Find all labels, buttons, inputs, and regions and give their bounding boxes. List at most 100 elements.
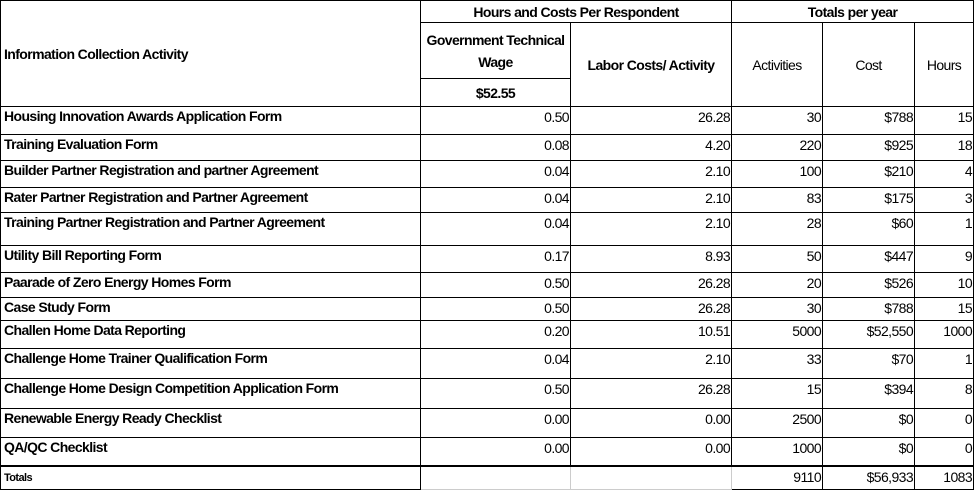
hours-cell: 15	[914, 297, 974, 321]
hours-cell: 1	[914, 348, 974, 379]
activities-cell: 1000	[731, 437, 824, 466]
labor-cost-cell: 2.10	[569, 187, 733, 213]
wage-cell: 0.04	[420, 160, 571, 188]
labor-cost-cell: 8.93	[569, 245, 733, 273]
table-row: QA/QC Checklist 0.00 0.00 1000 $0 0	[0, 437, 974, 466]
activity-cell: Utility Bill Reporting Form	[0, 245, 421, 273]
cost-cell: $70	[822, 348, 916, 379]
header-group-per-respondent: Hours and Costs Per Respondent	[419, 0, 733, 23]
activity-cell: Case Study Form	[0, 297, 421, 321]
activity-cell: Paarade of Zero Energy Homes Form	[0, 272, 421, 298]
wage-cell: 0.50	[420, 378, 571, 409]
labor-cost-cell: 26.28	[569, 297, 733, 321]
table-row: Housing Innovation Awards Application Fo…	[0, 106, 974, 135]
cost-cell: $0	[822, 437, 916, 466]
wage-cell: 0.50	[420, 106, 571, 135]
labor-cost-cell: 2.10	[569, 348, 733, 379]
wage-cell: 0.04	[420, 212, 571, 246]
cost-cell: $210	[822, 160, 916, 188]
header-hours: Hours	[914, 22, 974, 107]
wage-cell: 0.04	[420, 348, 571, 379]
hours-cell: 18	[914, 134, 974, 161]
hours-cell: 9	[914, 245, 974, 273]
labor-cost-cell: 2.10	[569, 160, 733, 188]
hours-cell: 1	[914, 212, 974, 246]
wage-cell: 0.17	[420, 245, 571, 273]
labor-cost-cell: 0.00	[569, 437, 733, 466]
activity-cell: Challenge Home Trainer Qualification For…	[0, 348, 421, 379]
labor-cost-cell: 2.10	[569, 212, 733, 246]
activity-cell: QA/QC Checklist	[0, 437, 421, 466]
activities-cell: 220	[731, 134, 824, 161]
totals-label: Totals	[0, 464, 421, 490]
cost-cell: $447	[822, 245, 916, 273]
totals-cost: $56,933	[822, 464, 916, 490]
activities-cell: 50	[731, 245, 824, 273]
totals-row: Totals 9110 $56,933 1083	[0, 464, 974, 490]
table-row: Training Partner Registration and Partne…	[0, 212, 974, 246]
activities-cell: 30	[731, 106, 824, 135]
activities-cell: 28	[731, 212, 824, 246]
activities-cell: 2500	[731, 408, 824, 438]
table-row: Case Study Form 0.50 26.28 30 $788 15	[0, 297, 974, 321]
cost-cell: $788	[822, 106, 916, 135]
hours-cell: 15	[914, 106, 974, 135]
activities-cell: 83	[731, 187, 824, 213]
activities-cell: 33	[731, 348, 824, 379]
wage-cell: 0.20	[420, 320, 571, 349]
hours-cell: 8	[914, 378, 974, 409]
totals-wage	[420, 464, 571, 490]
activity-cell: Rater Partner Registration and Partner A…	[0, 187, 421, 213]
cost-cell: $175	[822, 187, 916, 213]
table-row: Challen Home Data Reporting 0.20 10.51 5000…	[0, 320, 974, 349]
labor-cost-cell: 10.51	[569, 320, 733, 349]
cost-cell: $788	[822, 297, 916, 321]
labor-cost-cell: 0.00	[569, 408, 733, 438]
header-activity: Information Collection Activity	[0, 0, 421, 107]
activity-cell: Challen Home Data Reporting	[0, 320, 421, 349]
wage-cell: 0.00	[420, 408, 571, 438]
cost-cell: $52,550	[822, 320, 916, 349]
table-row: Rater Partner Registration and Partner A…	[0, 187, 974, 213]
header-wage: Government Technical Wage	[420, 22, 571, 79]
header-group-totals: Totals per year	[731, 0, 974, 23]
activity-cell: Challenge Home Design Competition Applic…	[0, 378, 421, 409]
totals-activities: 9110	[731, 464, 824, 490]
wage-value: $52.55	[420, 78, 571, 107]
table-row: Challenge Home Design Competition Applic…	[0, 378, 974, 409]
totals-labor	[569, 464, 733, 490]
activity-cell: Housing Innovation Awards Application Fo…	[0, 106, 421, 135]
hours-cell: 1000	[914, 320, 974, 349]
cost-cell: $394	[822, 378, 916, 409]
cost-cell: $0	[822, 408, 916, 438]
wage-cell: 0.08	[420, 134, 571, 161]
labor-cost-cell: 26.28	[569, 378, 733, 409]
totals-hours: 1083	[914, 464, 974, 490]
cost-cell: $925	[822, 134, 916, 161]
cost-cell: $526	[822, 272, 916, 298]
labor-cost-cell: 26.28	[569, 106, 733, 135]
table-row: Renewable Energy Ready Checklist 0.00 0.00…	[0, 408, 974, 438]
wage-cell: 0.50	[420, 297, 571, 321]
activities-cell: 5000	[731, 320, 824, 349]
activities-cell: 20	[731, 272, 824, 298]
activity-cell: Training Partner Registration and Partne…	[0, 212, 421, 246]
table-row: Builder Partner Registration and partner…	[0, 160, 974, 188]
hours-cell: 0	[914, 408, 974, 438]
hours-cell: 10	[914, 272, 974, 298]
hours-cell: 0	[914, 437, 974, 466]
labor-cost-cell: 26.28	[569, 272, 733, 298]
wage-cell: 0.04	[420, 187, 571, 213]
activities-cell: 15	[731, 378, 824, 409]
wage-cell: 0.00	[420, 437, 571, 466]
table-row: Training Evaluation Form 0.08 4.20 220 $925 1…	[0, 134, 974, 161]
activities-cell: 100	[731, 160, 824, 188]
labor-cost-cell: 4.20	[569, 134, 733, 161]
table-row: Utility Bill Reporting Form 0.17 8.93 50 $44…	[0, 245, 974, 273]
cost-cell: $60	[822, 212, 916, 246]
table-row: Paarade of Zero Energy Homes Form 0.50 26.…	[0, 272, 974, 298]
activities-cell: 30	[731, 297, 824, 321]
wage-cell: 0.50	[420, 272, 571, 298]
hours-cell: 3	[914, 187, 974, 213]
